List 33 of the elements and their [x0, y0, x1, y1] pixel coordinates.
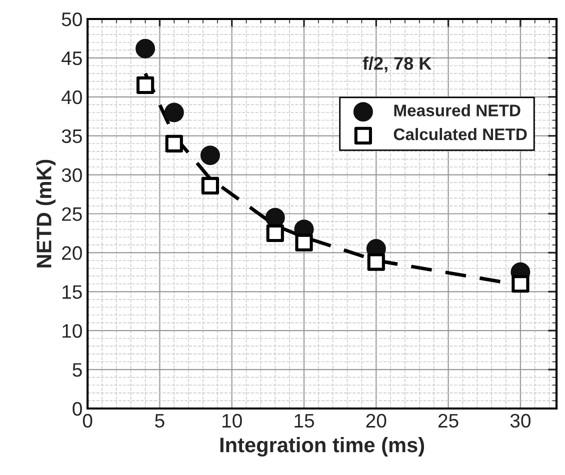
y-tick-label: 0 — [72, 402, 82, 416]
y-tick-label: 5 — [72, 363, 82, 377]
x-tick-label: 5 — [155, 414, 164, 428]
point — [164, 102, 184, 122]
x-tick-label: 20 — [366, 414, 386, 428]
x-tick-label: 10 — [222, 414, 242, 428]
y-tick-label: 25 — [62, 207, 82, 221]
point — [200, 146, 220, 166]
point — [266, 224, 284, 242]
y-tick-label: 30 — [62, 168, 82, 182]
y-tick-label: 35 — [62, 129, 82, 144]
point — [165, 134, 183, 152]
point — [136, 38, 156, 58]
y-tick-label: 50 — [62, 12, 82, 26]
x-tick-label: 15 — [294, 414, 314, 428]
x-tick-label: 25 — [438, 414, 458, 428]
x-axis-title: Integration time (ms) — [220, 437, 424, 457]
y-tick-label: 15 — [62, 285, 82, 299]
point — [512, 275, 530, 293]
y-tick-label: 10 — [62, 324, 82, 338]
point — [136, 76, 154, 94]
legend-label: Measured NETD — [394, 104, 520, 116]
point — [367, 253, 385, 271]
x-tick-label: 0 — [82, 414, 92, 428]
legend-label: Calculated NETD — [394, 128, 527, 140]
x-tick-label: 30 — [510, 414, 531, 428]
y-tick-label: 40 — [62, 90, 82, 104]
y-tick-label: 20 — [62, 246, 82, 260]
point — [201, 176, 220, 195]
point — [295, 234, 313, 252]
annotation: f/2, 78 K — [362, 56, 432, 72]
y-tick-label: 45 — [62, 52, 82, 66]
y-axis-title: NETD (mK) — [36, 160, 56, 268]
